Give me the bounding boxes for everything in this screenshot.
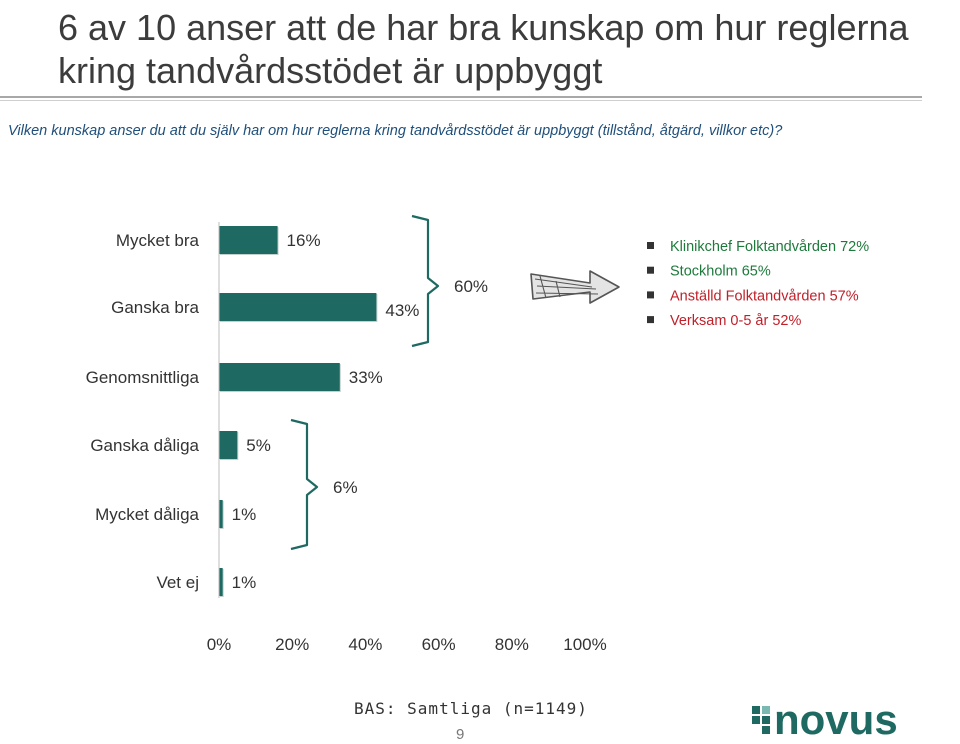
annotation-list: Klinikchef Folktandvården 72% Stockholm 6… [647, 239, 869, 329]
arrow-icon [530, 270, 620, 304]
x-tick-label: 60% [422, 635, 456, 654]
title-divider-thin [0, 100, 922, 101]
group-bracket [411, 214, 440, 348]
category-label: Mycket bra [116, 231, 200, 250]
x-tick-label: 80% [495, 635, 529, 654]
bars-layer: Mycket bra 16% Ganska bra 43% Genomsnittliga… [86, 226, 419, 597]
value-label: 43% [385, 301, 419, 320]
brackets-layer: 60% 6% [290, 214, 488, 551]
annotation-item: Verksam 0-5 år 52% [670, 313, 801, 329]
bullet-icon [647, 266, 654, 274]
x-tick-label: 0% [207, 635, 232, 654]
value-label: 16% [287, 231, 321, 250]
value-label: 1% [232, 573, 257, 592]
value-label: 5% [246, 436, 271, 455]
category-label: Mycket dåliga [95, 505, 199, 524]
group-total-label: 6% [333, 478, 358, 497]
bar [219, 293, 377, 321]
category-label: Vet ej [156, 573, 199, 592]
x-tick-label: 100% [563, 635, 606, 654]
value-label: 33% [349, 368, 383, 387]
group-bracket [290, 418, 319, 551]
bar [219, 226, 278, 254]
category-label: Ganska bra [111, 298, 199, 317]
bullet-icon [647, 316, 654, 324]
annotation-item: Klinikchef Folktandvården 72% [670, 239, 869, 255]
x-tick-label: 20% [275, 635, 309, 654]
title-divider [0, 96, 922, 98]
svg-text:novus: novus [774, 700, 898, 740]
novus-logo: novus [752, 700, 898, 740]
bullet-icon [647, 242, 654, 249]
bar [219, 500, 223, 528]
base-note: BAS: Samtliga (n=1149) [354, 699, 588, 718]
arrow-sketch-lines [534, 275, 599, 299]
category-label: Ganska dåliga [90, 436, 199, 455]
bar [219, 363, 340, 391]
annotation-item: Stockholm 65% [670, 264, 771, 280]
arrow-layer [530, 270, 620, 304]
category-label: Genomsnittliga [86, 368, 200, 387]
bar [219, 431, 238, 459]
annotation-item: Anställd Folktandvården 57% [670, 288, 859, 304]
slide-title: 6 av 10 anser att de har bra kunskap om … [58, 7, 909, 91]
bar [219, 568, 223, 596]
x-axis: 0% 20% 40% 60% 80% 100% [207, 222, 607, 654]
group-total-label: 60% [454, 277, 488, 296]
survey-question: Vilken kunskap anser du att du själv har… [8, 123, 783, 139]
x-tick-label: 40% [348, 635, 382, 654]
page-number: 9 [456, 726, 465, 743]
bullet-icon [647, 291, 654, 299]
value-label: 1% [232, 505, 257, 524]
